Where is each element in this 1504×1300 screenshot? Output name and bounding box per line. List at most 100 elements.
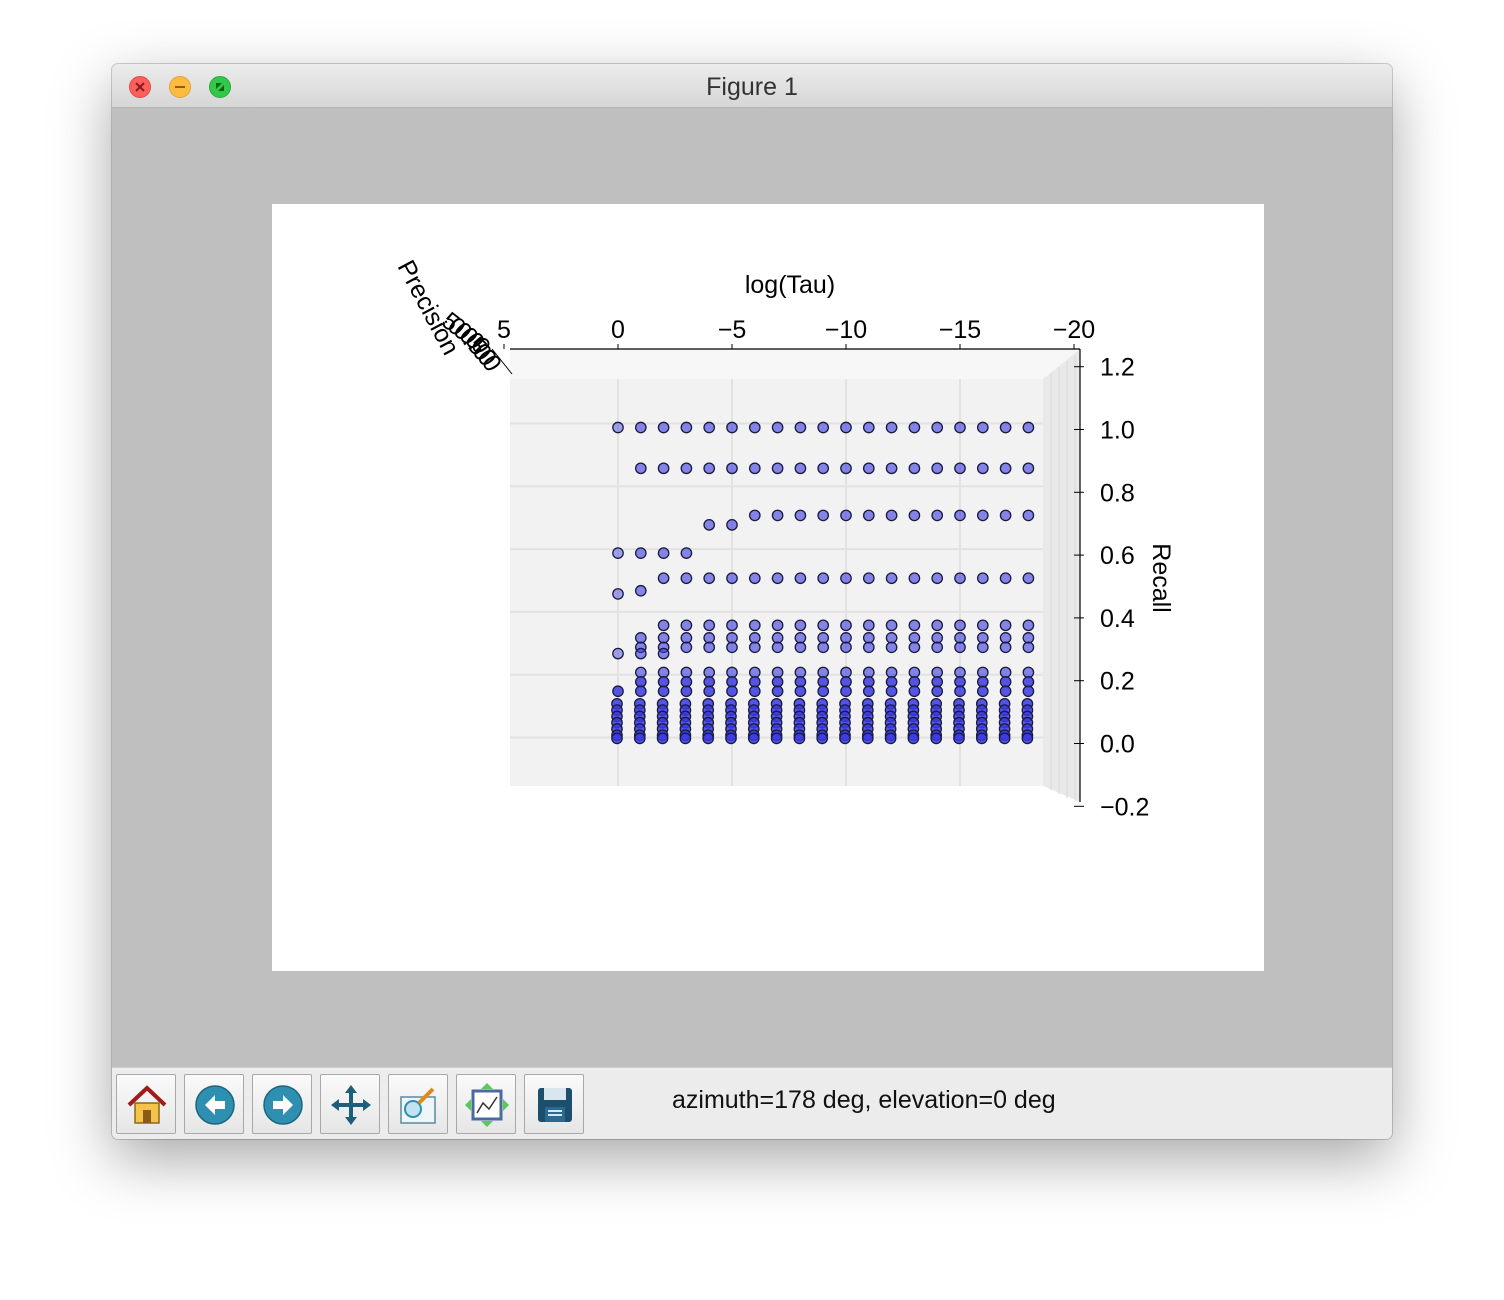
z-axis-label: Recall bbox=[1147, 543, 1175, 612]
configure-subplots-button[interactable] bbox=[456, 1074, 516, 1134]
scatter-point bbox=[954, 509, 966, 522]
x-axis-label: log(Tau) bbox=[745, 271, 835, 299]
scatter-point bbox=[817, 462, 830, 475]
scatter-point bbox=[794, 462, 807, 475]
side-pane bbox=[1043, 349, 1080, 802]
scatter-point bbox=[840, 685, 852, 698]
close-button[interactable] bbox=[129, 76, 151, 98]
scatter-point bbox=[907, 732, 920, 745]
pan-button[interactable] bbox=[320, 1074, 380, 1134]
scatter-point bbox=[862, 685, 875, 698]
back-button[interactable] bbox=[184, 1074, 244, 1134]
scatter-point bbox=[999, 509, 1012, 522]
scatter-point bbox=[748, 641, 761, 654]
z-tick-label: 0.6 bbox=[1100, 542, 1135, 570]
scatter-point bbox=[998, 732, 1011, 745]
scatter-point bbox=[954, 685, 966, 698]
back-arrow-icon bbox=[195, 1085, 235, 1125]
scatter-point bbox=[1022, 685, 1035, 698]
scatter-3d-plot[interactable]: 5 0 −5 −10 −15 −20 1.21.00.80.60.40.20.0−0.2 … bbox=[272, 204, 1264, 971]
scatter-point bbox=[908, 619, 921, 632]
scatter-point bbox=[612, 547, 624, 559]
scatter-point bbox=[884, 732, 897, 745]
scatter-point bbox=[794, 641, 807, 654]
scatter-point bbox=[931, 641, 944, 654]
scatter-point bbox=[999, 685, 1012, 698]
scatter-point bbox=[817, 572, 830, 585]
scatter-point bbox=[1022, 421, 1035, 434]
scatter-point bbox=[657, 619, 670, 632]
scatter-point bbox=[954, 572, 966, 585]
scatter-point bbox=[657, 647, 670, 660]
scatter-point bbox=[680, 421, 693, 434]
scatter-point bbox=[908, 641, 921, 654]
scatter-point bbox=[680, 572, 693, 585]
scatter-point bbox=[930, 732, 943, 745]
move-arrows-icon bbox=[331, 1085, 371, 1125]
scatter-point bbox=[771, 421, 784, 434]
top-pane bbox=[510, 349, 1080, 379]
scatter-point bbox=[634, 685, 647, 698]
scatter-point bbox=[954, 641, 966, 654]
scatter-point bbox=[771, 462, 784, 475]
scatter-point bbox=[817, 685, 830, 698]
scatter-point bbox=[657, 462, 670, 475]
close-icon bbox=[135, 82, 145, 92]
z-tick-label: 1.0 bbox=[1100, 417, 1135, 445]
scatter-point bbox=[771, 619, 784, 632]
scatter-point bbox=[976, 421, 989, 434]
minimize-button[interactable] bbox=[169, 76, 191, 98]
scatter-point bbox=[976, 619, 989, 632]
scatter-point bbox=[976, 641, 989, 654]
scatter-point bbox=[680, 462, 693, 475]
scatter-point bbox=[1022, 509, 1035, 522]
scatter-point bbox=[840, 641, 852, 654]
title-bar[interactable]: Figure 1 bbox=[112, 64, 1392, 108]
scatter-point bbox=[931, 685, 944, 698]
scatter-point bbox=[885, 462, 898, 475]
scatter-point bbox=[931, 421, 944, 434]
minimize-icon bbox=[175, 86, 185, 88]
scatter-point bbox=[771, 509, 784, 522]
scatter-point bbox=[770, 732, 783, 745]
scatter-point bbox=[794, 572, 807, 585]
scatter-point bbox=[976, 462, 989, 475]
forward-arrow-icon bbox=[263, 1085, 303, 1125]
scatter-point bbox=[885, 421, 898, 434]
status-message: azimuth=178 deg, elevation=0 deg bbox=[672, 1086, 1056, 1114]
scatter-point bbox=[885, 572, 898, 585]
scatter-point bbox=[976, 509, 989, 522]
save-button[interactable] bbox=[524, 1074, 584, 1134]
zoom-window-button[interactable] bbox=[209, 76, 231, 98]
scatter-point bbox=[908, 685, 921, 698]
scatter-point bbox=[679, 732, 692, 745]
z-tick-label: −0.2 bbox=[1100, 793, 1149, 821]
scatter-point bbox=[954, 462, 966, 475]
canvas-area[interactable]: 5 0 −5 −10 −15 −20 1.2 1.0 0.8 0.6 0.4 0.2 0.0 −0.2 … bbox=[112, 108, 1392, 1068]
home-button[interactable] bbox=[116, 1074, 176, 1134]
data-points bbox=[611, 421, 1035, 745]
scatter-point bbox=[748, 619, 761, 632]
scatter-point bbox=[840, 619, 852, 632]
scatter-point bbox=[862, 462, 875, 475]
scatter-point bbox=[908, 462, 921, 475]
scatter-point bbox=[908, 509, 921, 522]
scatter-point bbox=[931, 462, 944, 475]
scatter-point bbox=[657, 685, 670, 698]
scatter-point bbox=[999, 421, 1012, 434]
scatter-point bbox=[840, 572, 852, 585]
scatter-point bbox=[794, 421, 807, 434]
fullscreen-icon bbox=[216, 83, 224, 91]
scatter-point bbox=[771, 685, 784, 698]
scatter-point bbox=[862, 619, 875, 632]
figure-canvas[interactable]: 5 0 −5 −10 −15 −20 1.2 1.0 0.8 0.6 0.4 0.2 0.0 −0.2 … bbox=[272, 204, 1264, 971]
zoom-button[interactable] bbox=[388, 1074, 448, 1134]
forward-button[interactable] bbox=[252, 1074, 312, 1134]
scatter-point bbox=[725, 732, 737, 745]
scatter-point bbox=[612, 421, 624, 434]
z-tick-marks: 1.2 1.0 0.8 0.6 0.4 0.2 0.0 −0.2 bbox=[1074, 354, 1149, 821]
scatter-point bbox=[703, 462, 716, 475]
scatter-point bbox=[634, 462, 647, 475]
scatter-point bbox=[976, 572, 989, 585]
scatter-point bbox=[748, 462, 761, 475]
